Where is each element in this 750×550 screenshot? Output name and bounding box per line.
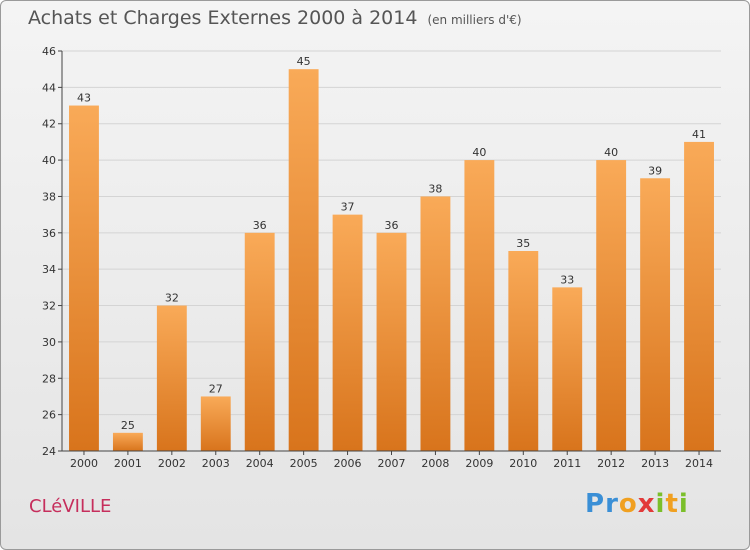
bar-2014 (684, 141, 714, 451)
x-tick-label: 2002 (158, 457, 186, 470)
bar-2012 (596, 160, 627, 451)
x-tick-label: 2013 (641, 457, 669, 470)
y-tick-label: 26 (42, 409, 56, 422)
bar-2007 (376, 232, 407, 451)
bar-2010 (508, 251, 539, 451)
bar-2003 (200, 396, 231, 451)
y-tick-label: 28 (42, 372, 56, 385)
data-label: 33 (560, 273, 574, 286)
bar-2011 (552, 287, 583, 451)
x-tick-label: 2008 (421, 457, 449, 470)
y-tick-label: 34 (42, 263, 56, 276)
data-label: 41 (692, 128, 706, 141)
bar-2005 (288, 69, 319, 451)
x-tick-label: 2012 (597, 457, 625, 470)
y-tick-label: 42 (42, 118, 56, 131)
logo-letter: i (678, 489, 689, 519)
bar-2008 (420, 196, 451, 451)
data-label: 25 (121, 419, 135, 432)
data-label: 43 (77, 92, 91, 105)
bar-2006 (332, 214, 363, 451)
y-tick-label: 36 (42, 227, 56, 240)
y-tick-label: 24 (42, 445, 56, 458)
data-label: 38 (428, 182, 442, 195)
proxiti-logo: Proxiti (585, 489, 689, 519)
data-label: 45 (297, 55, 311, 68)
chart-title: Achats et Charges Externes 2000 à 2014 (28, 7, 418, 29)
bar-2000 (69, 105, 99, 451)
logo-letter: t (665, 489, 679, 519)
bar-2004 (244, 232, 275, 451)
data-label: 40 (472, 146, 486, 159)
axes (58, 50, 721, 455)
logo-letter: x (637, 489, 656, 519)
labels: 24 26 28 30 32 34 36 38 40 42 44 46 43 2000 25 2001 32 20… (42, 45, 713, 470)
y-tick-label: 46 (42, 45, 56, 58)
y-tick-label: 32 (42, 300, 56, 313)
logo-letter: r (605, 489, 619, 519)
data-label: 35 (516, 237, 530, 250)
commune-name: CLéVILLE (29, 496, 112, 517)
chart-subtitle: (en milliers d'€) (427, 13, 522, 27)
x-tick-label: 2005 (290, 457, 318, 470)
data-label: 36 (385, 219, 399, 232)
data-label: 40 (604, 146, 618, 159)
x-tick-label: 2004 (246, 457, 274, 470)
data-label: 36 (253, 219, 267, 232)
y-tick-label: 40 (42, 154, 56, 167)
logo-letter: o (618, 489, 638, 519)
x-tick-label: 2000 (70, 457, 98, 470)
x-tick-label: 2003 (202, 457, 230, 470)
logo-letter: i (655, 489, 666, 519)
x-tick-label: 2010 (509, 457, 537, 470)
data-label: 39 (648, 164, 662, 177)
y-tick-label: 44 (42, 81, 56, 94)
x-tick-label: 2009 (465, 457, 493, 470)
data-label: 32 (165, 292, 179, 305)
bars (69, 69, 714, 452)
y-tick-label: 30 (42, 336, 56, 349)
data-label: 27 (209, 382, 223, 395)
x-tick-label: 2014 (685, 457, 713, 470)
bar-2002 (156, 305, 187, 451)
bar-2009 (464, 160, 495, 451)
x-tick-label: 2006 (334, 457, 362, 470)
title-row: Achats et Charges Externes 2000 à 2014 (e… (28, 7, 522, 29)
bar-2001 (112, 432, 143, 451)
logo-letter: P (585, 489, 606, 519)
x-tick-label: 2007 (378, 457, 406, 470)
data-label: 37 (341, 201, 355, 214)
x-tick-label: 2001 (114, 457, 142, 470)
y-tick-label: 38 (42, 190, 56, 203)
bar-2013 (640, 178, 671, 452)
x-tick-label: 2011 (553, 457, 581, 470)
